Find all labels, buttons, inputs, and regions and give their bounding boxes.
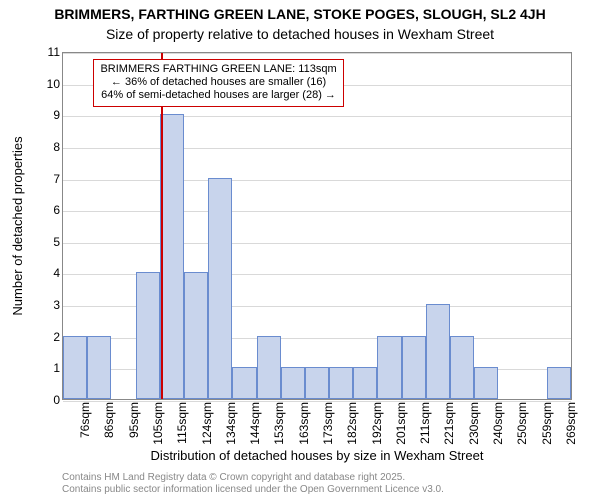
bar	[184, 272, 208, 399]
bar-slot	[377, 53, 401, 399]
y-tick-label: 1	[42, 361, 60, 375]
bar	[329, 367, 353, 399]
x-tick-label: 124sqm	[200, 402, 214, 445]
bar	[402, 336, 426, 399]
bar	[305, 367, 329, 399]
x-tick-label: 250sqm	[515, 402, 529, 445]
x-tick-label: 76sqm	[78, 402, 92, 438]
bar	[474, 367, 498, 399]
y-tick-label: 3	[42, 298, 60, 312]
y-tick-label: 4	[42, 266, 60, 280]
x-tick-label: 211sqm	[418, 402, 432, 444]
y-tick-label: 0	[42, 393, 60, 407]
y-tick-label: 11	[42, 45, 60, 59]
x-tick-label: 259sqm	[540, 402, 554, 445]
plot-area: BRIMMERS FARTHING GREEN LANE: 113sqm ← 3…	[62, 52, 572, 400]
chart-subtitle: Size of property relative to detached ho…	[0, 26, 600, 42]
bar-slot	[547, 53, 571, 399]
bar-slot	[498, 53, 522, 399]
bar	[232, 367, 256, 399]
x-tick-label: 134sqm	[224, 402, 238, 445]
bar	[160, 114, 184, 399]
y-tick-label: 6	[42, 203, 60, 217]
y-tick-label: 5	[42, 235, 60, 249]
annotation-line1: BRIMMERS FARTHING GREEN LANE: 113sqm	[100, 63, 336, 76]
bar	[450, 336, 474, 399]
bar	[353, 367, 377, 399]
credits-line1: Contains HM Land Registry data © Crown c…	[62, 472, 444, 484]
x-tick-label: 173sqm	[321, 402, 335, 445]
y-tick-label: 8	[42, 140, 60, 154]
bar	[63, 336, 87, 399]
bar-slot	[450, 53, 474, 399]
credits-line2: Contains public sector information licen…	[62, 484, 444, 496]
x-tick-label: 240sqm	[491, 402, 505, 445]
x-tick-label: 86sqm	[102, 402, 116, 438]
bar	[426, 304, 450, 399]
bar-slot	[474, 53, 498, 399]
y-axis-label: Number of detached properties	[10, 52, 25, 400]
bar	[377, 336, 401, 399]
annotation-line3: 64% of semi-detached houses are larger (…	[100, 89, 336, 102]
bar-slot	[523, 53, 547, 399]
credits: Contains HM Land Registry data © Crown c…	[62, 472, 444, 496]
bar	[281, 367, 305, 399]
bar-slot	[402, 53, 426, 399]
x-tick-label: 230sqm	[467, 402, 481, 445]
bar	[87, 336, 111, 399]
x-tick-label: 144sqm	[248, 402, 262, 445]
x-tick-label: 153sqm	[272, 402, 286, 445]
x-tick-label: 163sqm	[297, 402, 311, 445]
bar-slot	[426, 53, 450, 399]
annotation-box: BRIMMERS FARTHING GREEN LANE: 113sqm ← 3…	[93, 59, 343, 107]
x-axis-label: Distribution of detached houses by size …	[62, 448, 572, 463]
y-tick-label: 9	[42, 108, 60, 122]
x-tick-label: 105sqm	[151, 402, 165, 445]
bar-slot	[63, 53, 87, 399]
chart-title: BRIMMERS, FARTHING GREEN LANE, STOKE POG…	[0, 6, 600, 22]
x-tick-label: 192sqm	[370, 402, 384, 445]
x-tick-label: 221sqm	[442, 402, 456, 445]
x-tick-label: 115sqm	[175, 402, 189, 444]
chart-container: { "title": "BRIMMERS, FARTHING GREEN LAN…	[0, 0, 600, 500]
x-tick-label: 95sqm	[127, 402, 141, 438]
x-tick-label: 269sqm	[564, 402, 578, 445]
annotation-line2: ← 36% of detached houses are smaller (16…	[100, 76, 336, 89]
y-tick-label: 2	[42, 330, 60, 344]
y-tick-label: 7	[42, 172, 60, 186]
y-tick-label: 10	[42, 77, 60, 91]
x-tick-label: 182sqm	[345, 402, 359, 445]
x-tick-label: 201sqm	[394, 402, 408, 445]
bar	[257, 336, 281, 399]
bar-slot	[353, 53, 377, 399]
bar	[208, 178, 232, 399]
bar	[136, 272, 160, 399]
bar	[547, 367, 571, 399]
